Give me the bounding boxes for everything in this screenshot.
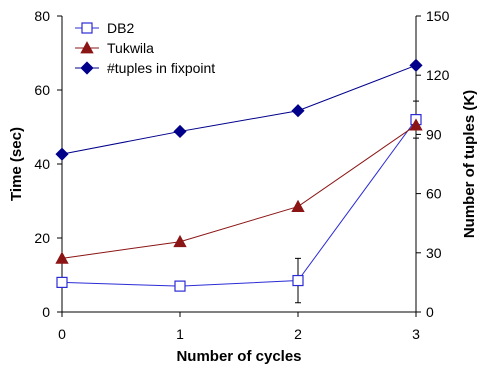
legend-marker: [80, 41, 94, 54]
legend-label: Tukwila: [107, 40, 154, 56]
series-line: [61, 64, 417, 155]
y-tick-label: 80: [34, 8, 50, 24]
y2-axis-title: Number of tuples (K): [461, 90, 478, 238]
x-tick-label: 3: [412, 326, 420, 342]
y2-tick-label: 120: [426, 67, 450, 83]
series-tukwila: [55, 118, 423, 264]
data-point: [409, 118, 423, 131]
y2-tick-label: 30: [426, 245, 442, 261]
series-line: [61, 119, 417, 287]
y2-tick-label: 60: [426, 186, 442, 202]
y2-tick-label: 150: [426, 8, 450, 24]
data-point: [173, 234, 187, 248]
series-line: [61, 124, 417, 259]
data-point: [291, 199, 305, 212]
data-point: [174, 280, 186, 292]
y-tick-label: 0: [42, 304, 50, 320]
legend-marker: [80, 61, 94, 75]
data-point: [291, 104, 305, 118]
y-tick-label: 20: [34, 230, 50, 246]
axis-ticks: 0 20 40 60 80 0 30 60 90 120 150 0 1 2 3: [34, 8, 449, 342]
legend-label: #tuples in fixpoint: [107, 60, 215, 76]
data-point: [409, 58, 423, 72]
y2-tick-label: 0: [426, 304, 434, 320]
x-tick-label: 0: [58, 326, 66, 342]
data-point: [55, 147, 69, 161]
x-tick-label: 1: [176, 326, 184, 342]
y-axis-title: Time (sec): [8, 127, 25, 201]
data-point: [173, 124, 187, 139]
data-point: [56, 276, 68, 288]
x-axis-title: Number of cycles: [176, 348, 301, 365]
x-tick-label: 2: [294, 326, 302, 342]
legend: DB2 Tukwila #tuples in fixpoint: [75, 20, 215, 76]
y-tick-label: 60: [34, 82, 50, 98]
series-db2: [56, 100, 422, 304]
y2-tick-label: 90: [426, 126, 442, 142]
y-tick-label: 40: [34, 156, 50, 172]
data-point: [55, 251, 69, 264]
legend-label: DB2: [107, 20, 134, 36]
series-layer: [55, 58, 423, 304]
data-point: [292, 274, 304, 287]
legend-marker: [81, 22, 93, 34]
series--tuples-in-fixpoint: [55, 58, 423, 161]
